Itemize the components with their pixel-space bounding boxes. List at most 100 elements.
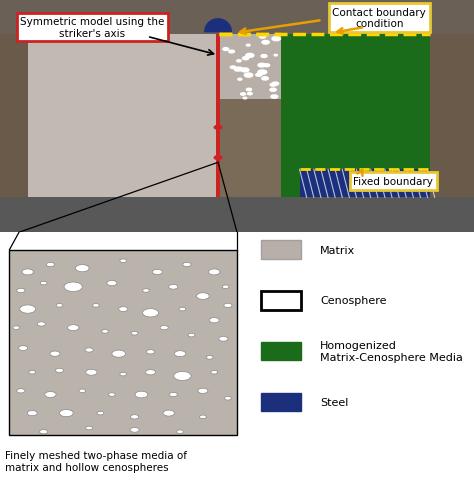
Circle shape [118, 307, 128, 312]
Circle shape [209, 318, 219, 323]
Bar [261, 241, 301, 259]
Bar [0, 0, 474, 35]
Circle shape [120, 372, 127, 376]
Circle shape [29, 371, 36, 374]
Bar [0, 198, 474, 233]
Circle shape [40, 282, 47, 285]
Circle shape [135, 391, 148, 398]
Circle shape [246, 54, 254, 58]
Polygon shape [205, 20, 231, 33]
Text: Homogenized
Matrix-Cenosphere Media: Homogenized Matrix-Cenosphere Media [320, 341, 463, 362]
Text: Finely meshed two-phase media of
matrix and hollow cenospheres: Finely meshed two-phase media of matrix … [5, 450, 187, 472]
Circle shape [45, 392, 56, 398]
Circle shape [64, 282, 82, 292]
Circle shape [92, 304, 100, 308]
Circle shape [209, 269, 220, 276]
Text: Matrix: Matrix [320, 245, 355, 255]
Circle shape [222, 286, 229, 289]
Circle shape [256, 74, 262, 77]
Circle shape [18, 346, 27, 351]
Circle shape [130, 428, 139, 432]
Circle shape [152, 270, 163, 275]
Text: Cenosphere: Cenosphere [320, 296, 386, 306]
Circle shape [143, 289, 149, 293]
Bar [219, 35, 281, 100]
Circle shape [22, 269, 33, 276]
Circle shape [243, 98, 246, 100]
Circle shape [160, 326, 168, 330]
Circle shape [237, 60, 241, 63]
Circle shape [169, 285, 178, 289]
Circle shape [174, 372, 191, 381]
Bar [300, 170, 430, 198]
Circle shape [246, 45, 250, 47]
Bar [281, 35, 430, 198]
Circle shape [183, 263, 191, 267]
Circle shape [130, 415, 139, 419]
Circle shape [174, 351, 186, 357]
Circle shape [131, 332, 138, 336]
Circle shape [229, 51, 235, 54]
Circle shape [37, 322, 46, 326]
Circle shape [198, 388, 208, 394]
Circle shape [206, 356, 213, 360]
Circle shape [241, 69, 249, 73]
Circle shape [17, 289, 25, 293]
Circle shape [146, 370, 155, 375]
Circle shape [241, 94, 246, 96]
Circle shape [244, 74, 253, 78]
Circle shape [143, 309, 158, 317]
Circle shape [270, 84, 276, 87]
Text: Fixed boundary: Fixed boundary [354, 177, 433, 187]
Circle shape [264, 65, 270, 68]
Circle shape [197, 293, 209, 300]
Circle shape [163, 410, 174, 416]
Circle shape [214, 156, 222, 160]
Text: Contact boundary
condition: Contact boundary condition [332, 8, 426, 29]
Circle shape [211, 371, 218, 374]
Circle shape [112, 350, 126, 358]
Circle shape [55, 369, 64, 373]
Circle shape [223, 48, 228, 51]
Circle shape [270, 89, 276, 92]
Circle shape [169, 393, 177, 397]
Circle shape [107, 281, 117, 286]
Circle shape [235, 69, 240, 72]
Bar [0, 0, 33, 233]
Circle shape [27, 411, 37, 416]
Circle shape [224, 303, 232, 308]
Bar [9, 250, 237, 435]
Circle shape [238, 79, 242, 81]
Circle shape [262, 41, 269, 45]
Circle shape [13, 326, 20, 330]
Circle shape [20, 305, 36, 313]
Bar [261, 342, 301, 361]
Text: Symmetric model using the
striker's axis: Symmetric model using the striker's axis [20, 17, 164, 39]
Circle shape [246, 89, 252, 92]
Circle shape [17, 389, 25, 393]
Circle shape [67, 325, 79, 331]
Circle shape [85, 348, 93, 352]
Circle shape [258, 71, 267, 75]
Circle shape [46, 263, 55, 267]
Circle shape [60, 410, 73, 417]
Circle shape [50, 351, 60, 357]
Circle shape [272, 37, 281, 42]
Bar [216, 35, 220, 198]
Bar [261, 393, 301, 411]
Circle shape [225, 396, 231, 400]
Bar [28, 35, 218, 198]
Circle shape [188, 334, 195, 337]
Text: Steel: Steel [320, 397, 348, 407]
Circle shape [79, 389, 86, 393]
Circle shape [261, 55, 267, 59]
Circle shape [39, 430, 48, 434]
Circle shape [262, 78, 268, 81]
Circle shape [200, 415, 206, 419]
Circle shape [259, 36, 266, 39]
Circle shape [274, 55, 277, 57]
Circle shape [258, 64, 265, 68]
Circle shape [146, 350, 155, 354]
Circle shape [97, 411, 104, 415]
Bar [261, 291, 301, 310]
